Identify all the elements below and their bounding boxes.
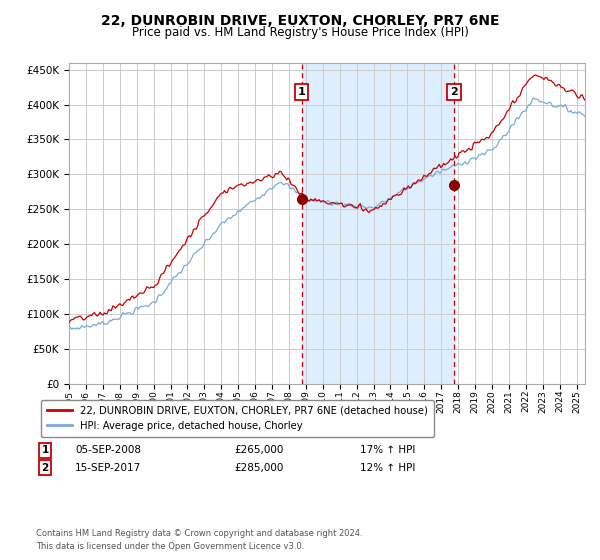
Legend: 22, DUNROBIN DRIVE, EUXTON, CHORLEY, PR7 6NE (detached house), HPI: Average pric: 22, DUNROBIN DRIVE, EUXTON, CHORLEY, PR7… <box>41 400 434 437</box>
Text: £285,000: £285,000 <box>234 463 283 473</box>
Bar <box>302 63 454 384</box>
Text: 22, DUNROBIN DRIVE, EUXTON, CHORLEY, PR7 6NE: 22, DUNROBIN DRIVE, EUXTON, CHORLEY, PR7… <box>101 14 499 28</box>
Text: 15-SEP-2017: 15-SEP-2017 <box>75 463 141 473</box>
Text: Contains HM Land Registry data © Crown copyright and database right 2024.
This d: Contains HM Land Registry data © Crown c… <box>36 529 362 550</box>
Text: 05-SEP-2008: 05-SEP-2008 <box>75 445 141 455</box>
Text: 1: 1 <box>298 87 305 97</box>
Text: 17% ↑ HPI: 17% ↑ HPI <box>360 445 415 455</box>
Text: Price paid vs. HM Land Registry's House Price Index (HPI): Price paid vs. HM Land Registry's House … <box>131 26 469 39</box>
Text: 1: 1 <box>41 445 49 455</box>
Text: £265,000: £265,000 <box>234 445 283 455</box>
Text: 12% ↑ HPI: 12% ↑ HPI <box>360 463 415 473</box>
Text: 2: 2 <box>41 463 49 473</box>
Text: 2: 2 <box>450 87 458 97</box>
